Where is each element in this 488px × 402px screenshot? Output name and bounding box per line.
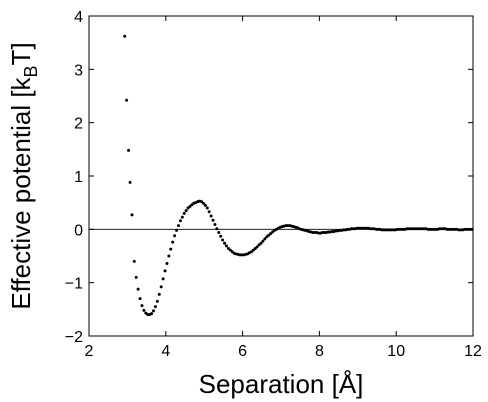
data-point xyxy=(261,239,265,243)
data-point xyxy=(157,292,161,296)
data-point xyxy=(138,297,142,301)
data-point xyxy=(165,261,169,265)
x-tick-label: 10 xyxy=(387,343,405,360)
data-point xyxy=(127,148,131,152)
y-tick-label: 4 xyxy=(74,9,83,26)
data-point xyxy=(142,308,146,312)
data-point xyxy=(176,224,180,228)
x-axis-label: Separation [Å] xyxy=(199,369,364,399)
data-point xyxy=(130,213,134,217)
x-tick-label: 12 xyxy=(464,343,482,360)
data-point xyxy=(211,218,215,222)
data-point xyxy=(224,244,228,248)
data-point xyxy=(167,254,171,258)
data-point xyxy=(140,304,144,308)
data-point xyxy=(221,238,225,242)
y-tick-label: 3 xyxy=(74,62,83,79)
data-point xyxy=(136,287,140,291)
data-point xyxy=(209,214,213,218)
y-axis-label-end: T] xyxy=(6,42,36,65)
y-tick-label: 1 xyxy=(74,169,83,186)
data-point xyxy=(180,215,184,219)
x-tick-labels: 2 4 6 8 10 12 xyxy=(85,343,482,360)
y-tick-label: −2 xyxy=(65,329,83,346)
data-point xyxy=(159,285,163,289)
data-point xyxy=(155,299,159,303)
data-point xyxy=(205,206,209,210)
data-point xyxy=(470,227,474,231)
data-point xyxy=(223,241,227,245)
y-tick-label: −1 xyxy=(65,276,83,293)
data-point xyxy=(134,275,138,279)
data-point xyxy=(132,259,136,263)
x-tick-label: 2 xyxy=(85,343,94,360)
data-point xyxy=(161,277,165,281)
data-point xyxy=(153,305,157,309)
data-point xyxy=(201,201,205,205)
y-axis-label-main: Effective potential [k xyxy=(6,76,36,309)
data-point xyxy=(184,209,188,213)
data-point xyxy=(125,98,129,102)
data-point xyxy=(150,312,154,316)
data-point xyxy=(215,227,219,231)
data-point xyxy=(263,237,267,241)
data-point xyxy=(207,210,211,214)
data-point xyxy=(169,247,173,251)
y-tick-label: 0 xyxy=(74,222,83,239)
data-point xyxy=(213,223,217,227)
axis-ticks xyxy=(88,15,474,337)
data-point xyxy=(123,34,127,38)
y-axis-label-subscript: B xyxy=(21,65,41,77)
y-tick-label: 2 xyxy=(74,116,83,133)
data-point xyxy=(163,269,167,273)
y-axis-label: Effective potential [kBT] xyxy=(6,42,41,309)
data-point xyxy=(171,240,175,244)
data-point xyxy=(182,211,186,215)
plot-area xyxy=(88,15,474,337)
data-point xyxy=(173,234,177,238)
data-point xyxy=(152,309,156,313)
data-point xyxy=(259,241,263,245)
data-point xyxy=(255,245,259,249)
data-point xyxy=(175,228,179,232)
data-point xyxy=(203,203,207,207)
data-point xyxy=(219,234,223,238)
data-point xyxy=(217,231,221,235)
x-tick-label: 6 xyxy=(238,343,247,360)
data-points xyxy=(123,34,474,317)
data-point xyxy=(128,180,132,184)
x-tick-label: 8 xyxy=(315,343,324,360)
x-tick-label: 4 xyxy=(161,343,170,360)
data-point xyxy=(178,219,182,223)
y-tick-labels: −2 −1 0 1 2 3 4 xyxy=(65,9,83,346)
